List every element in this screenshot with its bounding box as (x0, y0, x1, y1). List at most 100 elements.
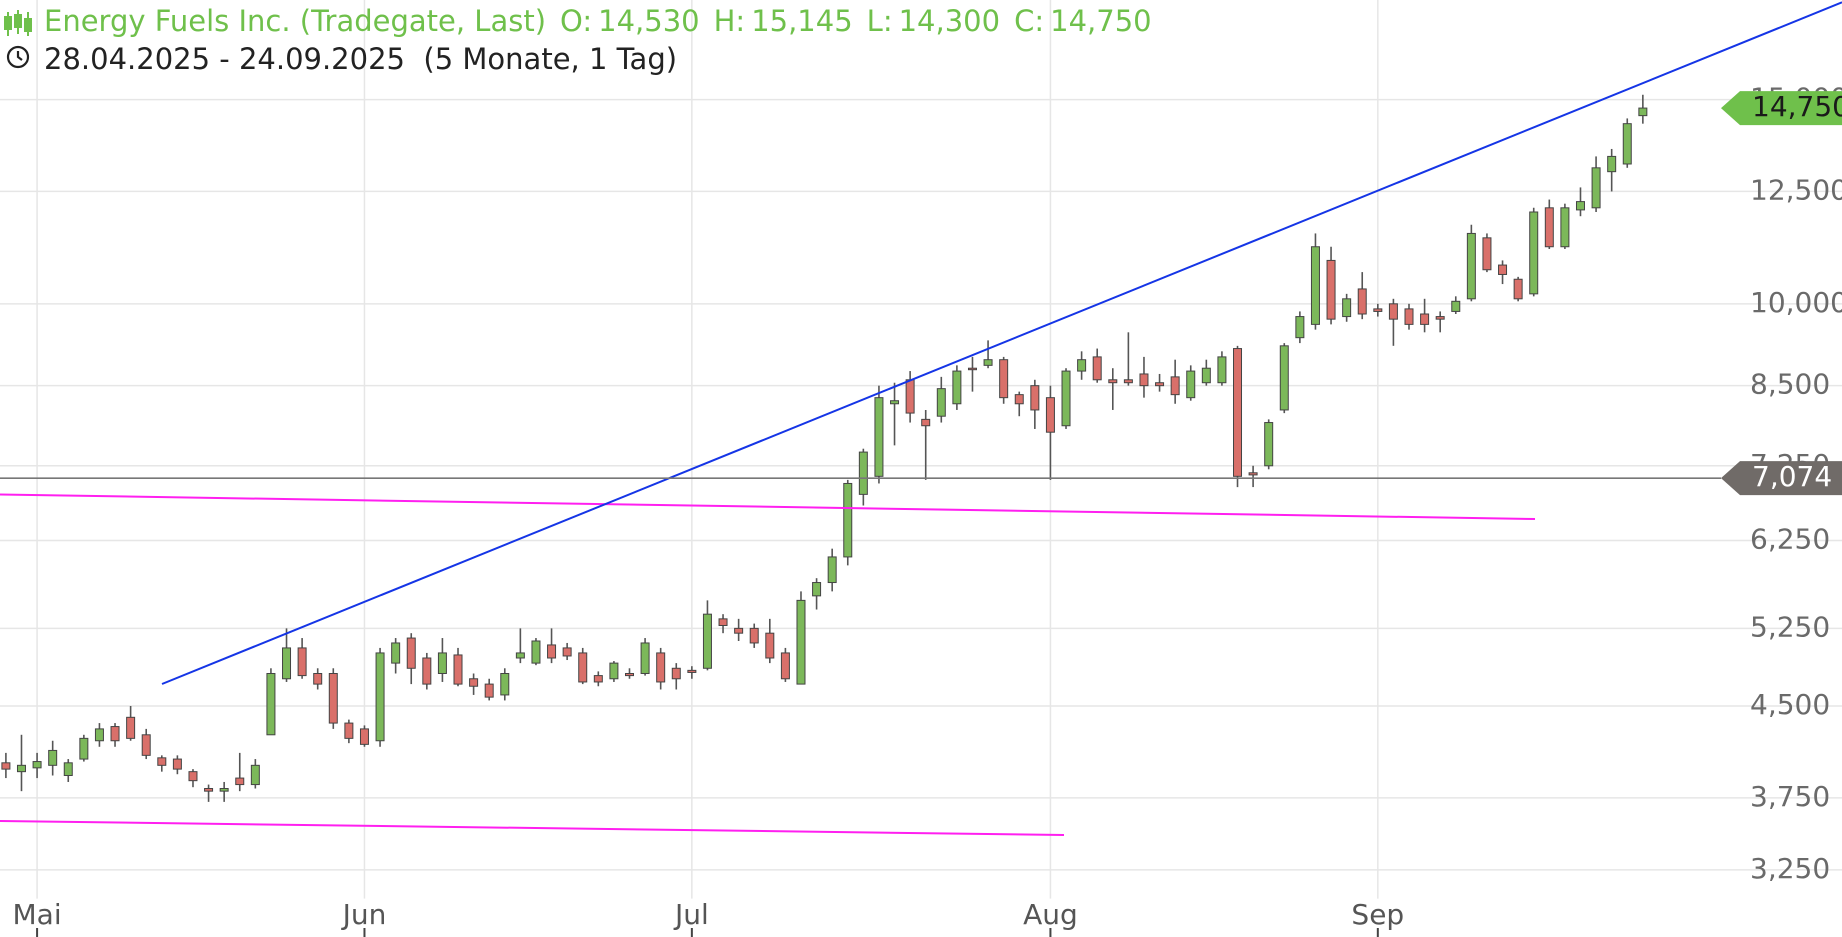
candle-body (313, 672, 323, 685)
candle-body (110, 726, 120, 742)
candle-body (1607, 155, 1617, 173)
y-tick-label: 8,500 (1750, 368, 1830, 401)
candle-body (250, 764, 260, 786)
candle-body (328, 672, 338, 724)
y-tick-label: 3,250 (1750, 852, 1830, 885)
candle-body (656, 652, 666, 683)
candle-body (1326, 259, 1336, 320)
candle-body (609, 662, 619, 680)
ohlc-value: 14,300 (898, 4, 1001, 38)
candle-body (1310, 246, 1320, 325)
header-subtitle-row: 28.04.2025 - 24.09.2025 (5 Monate, 1 Tag… (44, 42, 691, 76)
candle-body (1591, 167, 1601, 209)
support-line (0, 820, 1065, 836)
candle-body (157, 757, 167, 766)
candle-body (890, 400, 900, 405)
candle-body (1014, 394, 1024, 405)
candle-body (936, 388, 946, 417)
candle-body (999, 359, 1009, 399)
candle-body (1482, 237, 1492, 271)
candle-body (1342, 298, 1352, 318)
candle-body (469, 678, 479, 687)
ohlc-value: 14,750 (1050, 4, 1152, 38)
candle-body (359, 728, 369, 745)
candle-body (1388, 303, 1398, 320)
ohlc-value: 14,530 (598, 4, 700, 38)
candle-body (1451, 300, 1461, 312)
candle-body (1123, 379, 1133, 384)
candle-body (967, 367, 977, 371)
candle-body (812, 582, 822, 597)
candle-body (1077, 359, 1087, 372)
candle-body (1373, 308, 1383, 312)
candle-icon (4, 10, 32, 36)
candle-body (749, 627, 759, 644)
candle-body (1435, 316, 1445, 320)
ohlc-value: 15,145 (751, 4, 853, 38)
candle-body (391, 642, 401, 664)
candle-body (765, 632, 775, 659)
candle-body (1264, 422, 1274, 467)
chart-title: Energy Fuels Inc. (Tradegate, Last) (44, 4, 547, 38)
y-tick-label: 10,000 (1750, 286, 1842, 319)
candle-body (422, 657, 432, 685)
candle-body (983, 359, 993, 366)
candle-body (235, 777, 245, 786)
candle-body (48, 749, 58, 766)
candle-body (437, 652, 447, 674)
candle-body (406, 637, 416, 669)
candle-body (1186, 370, 1196, 399)
y-tick-label: 5,250 (1750, 610, 1830, 643)
candle-body (1466, 232, 1476, 300)
candle-body (578, 652, 588, 683)
price-tag-label: 7,074 (1752, 460, 1832, 493)
trend-line (161, 1, 1842, 685)
candle-body (344, 722, 354, 739)
candle-body (32, 761, 42, 769)
candle-body (1233, 348, 1243, 477)
candle-body (921, 418, 931, 427)
candle-body (1217, 356, 1227, 384)
y-tick-label: 4,500 (1750, 688, 1830, 721)
price-tag (1721, 91, 1842, 126)
candle-body (1420, 313, 1430, 325)
candle-body (1295, 316, 1305, 339)
candle-body (282, 647, 292, 680)
candle-body (874, 397, 884, 477)
header-title-row: Energy Fuels Inc. (Tradegate, Last) O: 14,… (44, 4, 1166, 38)
ohlc-name: L: (866, 4, 893, 38)
candle-body (219, 788, 229, 792)
candle-body (1279, 345, 1289, 411)
candle-body (1498, 264, 1508, 275)
candle-body (1, 762, 11, 770)
candle-body (702, 613, 712, 669)
x-tick-label: Sep (1351, 898, 1404, 931)
candle-body (1061, 370, 1071, 427)
candle-body (905, 379, 915, 414)
y-tick-label: 12,500 (1750, 173, 1842, 206)
clock-icon (6, 45, 30, 69)
ohlc-name: H: (713, 4, 746, 38)
candle-body (1544, 207, 1554, 248)
candle-body (1201, 367, 1211, 384)
candle-body (625, 672, 634, 677)
candle-body (1560, 207, 1570, 248)
candle-body (593, 675, 603, 683)
candle-body (1030, 385, 1040, 411)
candle-body (1638, 107, 1648, 117)
candle-body (796, 599, 806, 685)
candle-body (515, 652, 525, 659)
candle-body (1357, 288, 1367, 315)
candle-body (1092, 356, 1102, 381)
candle-body (1170, 376, 1180, 396)
candle-body (1248, 472, 1258, 476)
candle-body (1404, 308, 1414, 325)
candle-body (16, 764, 26, 773)
x-tick-label: Mai (13, 898, 62, 931)
y-tick-label: 6,250 (1750, 523, 1830, 556)
candle-body (671, 667, 681, 680)
candle-body (188, 771, 198, 782)
candle-body (952, 370, 962, 405)
candle-body (1139, 373, 1149, 387)
